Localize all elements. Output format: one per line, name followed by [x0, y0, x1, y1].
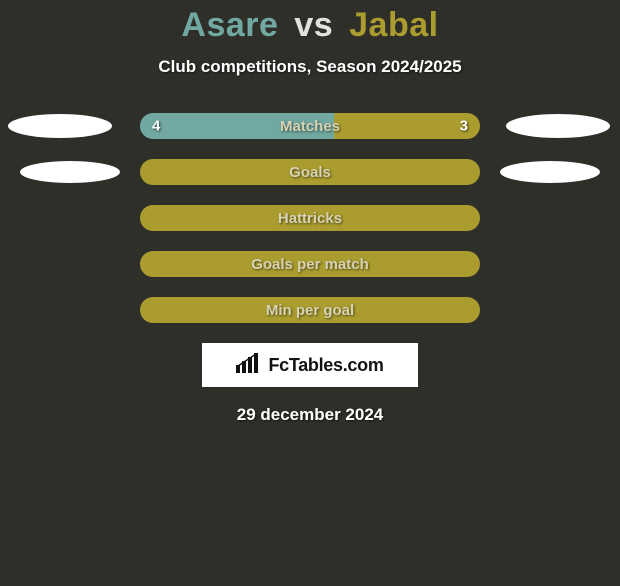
- logo-text: FcTables.com: [268, 355, 383, 376]
- oval-right: [500, 161, 600, 183]
- stat-row: Min per goal: [0, 297, 620, 323]
- stat-bar: Hattricks: [140, 205, 480, 231]
- bars-icon: [236, 353, 262, 378]
- stat-bar: Matches 4 3: [140, 113, 480, 139]
- subtitle: Club competitions, Season 2024/2025: [0, 57, 620, 77]
- title-vs: vs: [294, 6, 333, 44]
- oval-left: [20, 161, 120, 183]
- stat-label: Goals per match: [251, 256, 369, 273]
- stat-label: Goals: [289, 164, 331, 181]
- title-player2: Jabal: [349, 6, 438, 44]
- page-title: Asare vs Jabal: [0, 6, 620, 45]
- title-player1: Asare: [181, 6, 278, 44]
- stat-label: Matches: [280, 118, 340, 135]
- stat-value-right: 3: [460, 118, 468, 135]
- bar-segment-right: [334, 113, 480, 139]
- stat-row: Goals per match: [0, 251, 620, 277]
- stat-row: Hattricks: [0, 205, 620, 231]
- logo-box: FcTables.com: [202, 343, 418, 387]
- stat-rows: Matches 4 3 Goals Hattricks Goals per match Mi…: [0, 113, 620, 323]
- stat-bar: Min per goal: [140, 297, 480, 323]
- date-text: 29 december 2024: [0, 405, 620, 425]
- stat-label: Min per goal: [266, 302, 354, 319]
- oval-left: [8, 114, 112, 138]
- stat-bar: Goals: [140, 159, 480, 185]
- oval-right: [506, 114, 610, 138]
- stat-row: Matches 4 3: [0, 113, 620, 139]
- stat-label: Hattricks: [278, 210, 342, 227]
- stat-row: Goals: [0, 159, 620, 185]
- stat-bar: Goals per match: [140, 251, 480, 277]
- stat-value-left: 4: [152, 118, 160, 135]
